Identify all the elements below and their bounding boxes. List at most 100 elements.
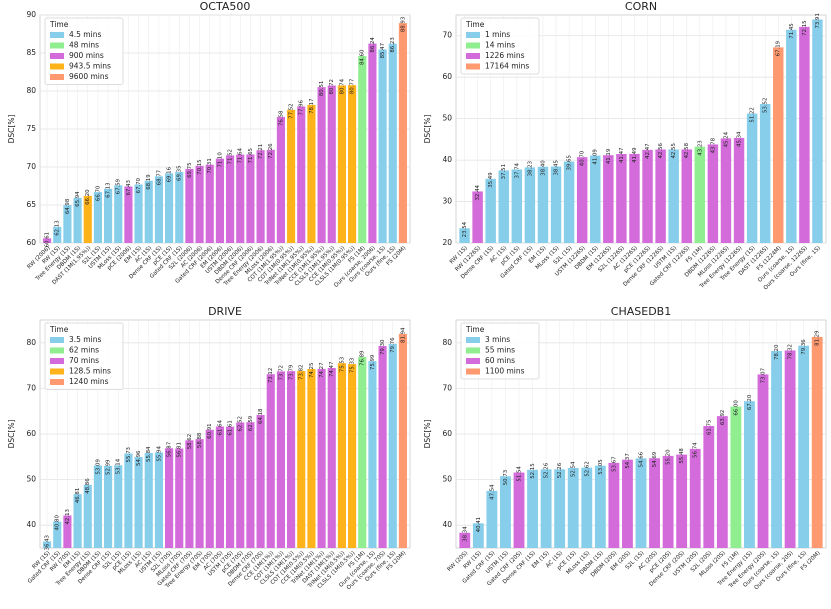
bar xyxy=(676,454,688,548)
legend-swatch xyxy=(50,337,64,343)
y-tick-label: 85 xyxy=(26,48,36,57)
bar xyxy=(93,192,102,243)
bar xyxy=(486,490,498,548)
value-label: 60.61 xyxy=(45,232,51,247)
value-label: 35.49 xyxy=(488,172,494,188)
chart-title: CHASEDB1 xyxy=(611,305,671,318)
value-label: 55.48 xyxy=(679,448,685,464)
bar xyxy=(236,422,245,548)
legend-swatch xyxy=(50,63,64,70)
value-label: 77.52 xyxy=(289,103,295,118)
value-label: 68.77 xyxy=(156,170,162,185)
value-label: 80.77 xyxy=(350,79,356,94)
y-tick-label: 80 xyxy=(26,86,36,95)
legend-swatch xyxy=(50,74,64,80)
bar xyxy=(798,345,810,548)
value-label: 58.62 xyxy=(187,434,193,449)
chart-title: CORN xyxy=(625,0,657,13)
bar xyxy=(563,161,575,243)
legend-label: 4.5 mins xyxy=(69,30,101,39)
value-label: 73.91 xyxy=(815,13,821,28)
y-tick-label: 40 xyxy=(442,155,452,164)
y-axis-label: DSC[%] xyxy=(423,420,432,449)
bar xyxy=(337,85,346,243)
value-label: 77.96 xyxy=(299,100,305,116)
bar xyxy=(236,154,245,243)
bar xyxy=(771,351,782,548)
value-label: 38.45 xyxy=(554,160,560,175)
legend-label: 62 mins xyxy=(69,346,99,355)
value-label: 53.09 xyxy=(95,459,101,475)
y-tick-label: 75 xyxy=(26,124,36,133)
y-tick-label: 80 xyxy=(442,338,452,347)
bar xyxy=(668,149,679,243)
value-label: 40.70 xyxy=(580,150,586,166)
bar xyxy=(603,155,614,243)
value-label: 36.43 xyxy=(45,535,51,550)
value-label: 38.23 xyxy=(527,161,533,176)
value-label: 74.25 xyxy=(309,363,315,378)
legend-box xyxy=(460,17,540,75)
value-label: 43.23 xyxy=(697,140,703,155)
value-label: 66.70 xyxy=(95,185,101,201)
bar xyxy=(195,165,204,243)
value-label: 67.20 xyxy=(747,394,753,410)
legend-swatch xyxy=(50,42,64,49)
legend-label: 1 mins xyxy=(485,30,510,39)
value-label: 80.51 xyxy=(319,81,325,96)
bar xyxy=(812,19,823,244)
y-tick-label: 70 xyxy=(26,383,36,392)
value-label: 52.99 xyxy=(106,459,112,475)
value-label: 53.67 xyxy=(611,456,617,471)
value-label: 42.55 xyxy=(671,143,677,158)
value-label: 80.72 xyxy=(329,79,335,94)
value-label: 53.14 xyxy=(116,458,122,474)
bar xyxy=(215,426,224,548)
bar xyxy=(43,541,52,548)
value-label: 53.52 xyxy=(763,98,769,113)
value-label: 86.23 xyxy=(390,37,396,52)
legend-swatch xyxy=(466,368,480,375)
bar xyxy=(83,195,92,243)
value-label: 72.26 xyxy=(268,143,274,159)
bar xyxy=(720,138,732,243)
bar xyxy=(276,116,285,243)
bar xyxy=(144,452,153,548)
bar xyxy=(307,104,316,244)
y-tick-label: 60 xyxy=(442,429,452,438)
legend-label: 1240 mins xyxy=(69,377,109,386)
bar xyxy=(256,150,265,243)
value-label: 79.36 xyxy=(801,339,807,355)
bar xyxy=(205,429,214,548)
value-label: 55.20 xyxy=(666,449,672,465)
value-label: 45.24 xyxy=(723,131,729,147)
y-tick-label: 70 xyxy=(442,383,452,392)
bar xyxy=(144,180,153,243)
value-label: 54.96 xyxy=(136,450,142,466)
value-label: 37.51 xyxy=(501,164,507,179)
value-label: 72.15 xyxy=(802,20,808,35)
legend-box xyxy=(44,322,124,390)
legend-label: 3 mins xyxy=(485,335,510,344)
value-label: 61.75 xyxy=(706,420,712,435)
bar xyxy=(662,455,674,548)
bar xyxy=(629,153,640,243)
value-label: 37.74 xyxy=(514,162,520,178)
legend-swatch xyxy=(50,347,64,354)
bar xyxy=(185,440,194,548)
bar xyxy=(358,56,367,243)
value-label: 54.37 xyxy=(625,453,631,468)
legend-swatch xyxy=(50,32,64,38)
value-label: 52.15 xyxy=(530,463,536,478)
legend-swatch xyxy=(466,32,480,38)
value-label: 75.33 xyxy=(350,358,356,373)
bar xyxy=(757,374,769,548)
y-tick-label: 80 xyxy=(26,338,36,347)
chart-title: OCTA500 xyxy=(200,0,251,13)
legend-swatch xyxy=(50,379,64,385)
bar xyxy=(554,469,566,548)
bar xyxy=(655,149,666,243)
